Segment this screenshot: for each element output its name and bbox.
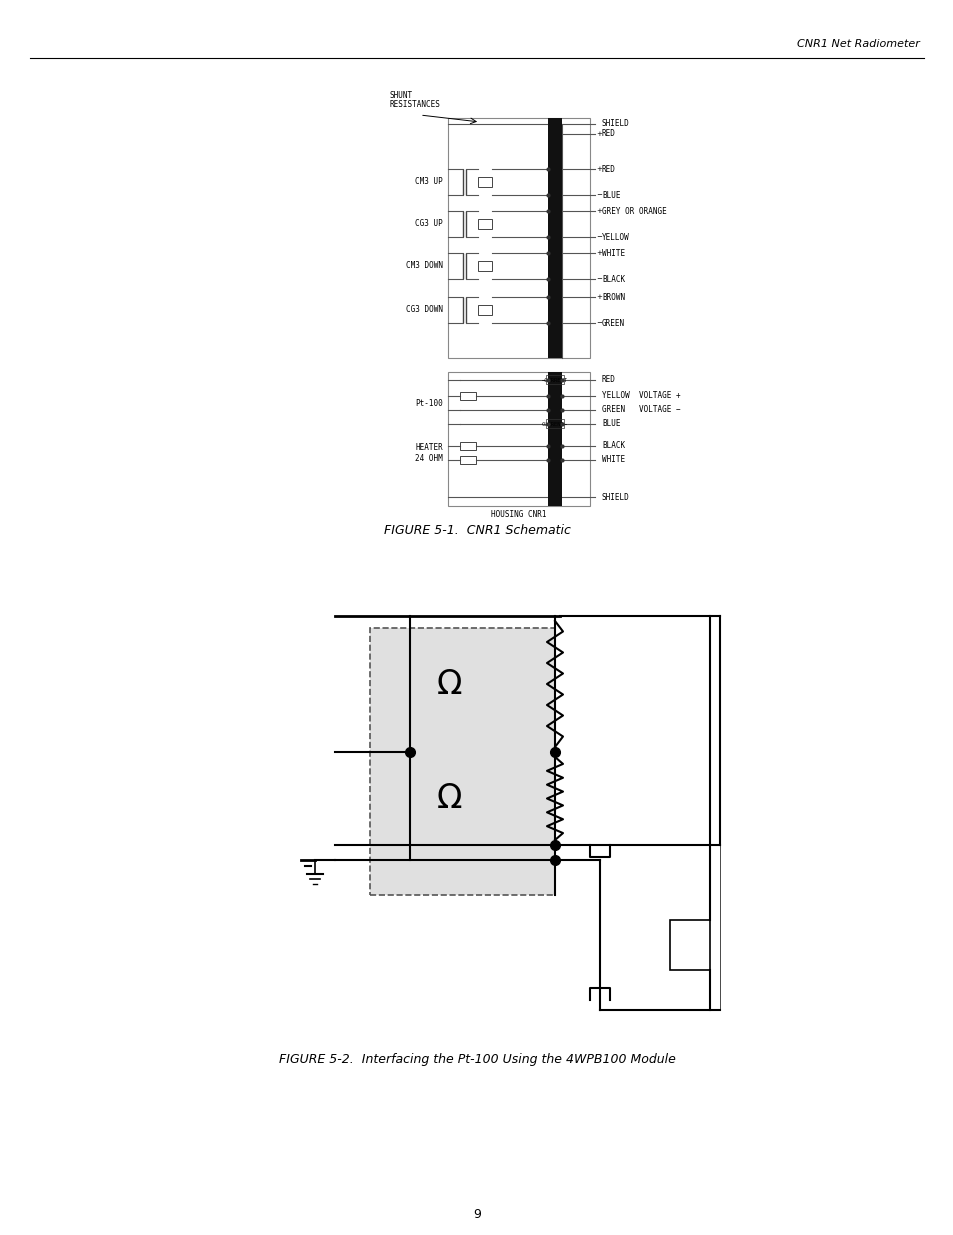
Text: GREY OR ORANGE: GREY OR ORANGE bbox=[601, 206, 666, 215]
Text: RED: RED bbox=[601, 164, 616, 173]
Bar bbox=[477, 261, 492, 270]
Text: FIGURE 5-1.  CNR1 Schematic: FIGURE 5-1. CNR1 Schematic bbox=[383, 524, 570, 536]
Text: Ω: Ω bbox=[436, 667, 462, 700]
Text: FIGURE 5-2.  Interfacing the Pt-100 Using the 4WPB100 Module: FIGURE 5-2. Interfacing the Pt-100 Using… bbox=[278, 1053, 675, 1067]
Bar bbox=[459, 391, 476, 400]
Text: +: + bbox=[596, 165, 601, 172]
Text: CNR1 Net Radiometer: CNR1 Net Radiometer bbox=[797, 40, 919, 49]
Text: −: − bbox=[596, 233, 601, 240]
Text: →CURRENT: →CURRENT bbox=[541, 378, 567, 383]
Bar bbox=[370, 629, 555, 895]
Text: +: + bbox=[596, 207, 601, 214]
Text: SHIELD: SHIELD bbox=[601, 493, 629, 501]
Text: Ω: Ω bbox=[436, 782, 462, 815]
Text: HOUSING CNR1: HOUSING CNR1 bbox=[491, 510, 546, 519]
Bar bbox=[477, 219, 492, 228]
Bar bbox=[448, 372, 589, 506]
Text: CG3 UP: CG3 UP bbox=[415, 220, 442, 228]
Bar bbox=[459, 442, 476, 450]
Text: RED: RED bbox=[601, 130, 616, 138]
Text: WHITE: WHITE bbox=[601, 456, 624, 464]
Text: BLACK: BLACK bbox=[601, 441, 624, 451]
Text: −: − bbox=[596, 275, 601, 282]
Bar bbox=[547, 372, 561, 506]
Text: CM3 UP: CM3 UP bbox=[415, 178, 442, 186]
Text: BLUE: BLUE bbox=[601, 190, 619, 200]
Bar bbox=[370, 629, 555, 895]
Bar bbox=[459, 456, 476, 464]
Bar bbox=[547, 119, 561, 358]
Text: GREEN   VOLTAGE −: GREEN VOLTAGE − bbox=[601, 405, 679, 415]
Bar bbox=[545, 419, 563, 429]
Text: BROWN: BROWN bbox=[601, 293, 624, 301]
Text: HEATER
24 OHM: HEATER 24 OHM bbox=[415, 443, 442, 463]
Text: SHUNT: SHUNT bbox=[390, 91, 413, 100]
Bar bbox=[545, 375, 563, 384]
Bar bbox=[477, 305, 492, 315]
Text: YELLOW: YELLOW bbox=[601, 232, 629, 242]
Text: Pt-100: Pt-100 bbox=[415, 399, 442, 408]
Text: RED: RED bbox=[601, 375, 616, 384]
Text: WHITE: WHITE bbox=[601, 248, 624, 258]
Text: −: − bbox=[596, 320, 601, 326]
Text: CM3 DOWN: CM3 DOWN bbox=[406, 262, 442, 270]
Text: RESISTANCES: RESISTANCES bbox=[390, 100, 440, 109]
Text: YELLOW  VOLTAGE +: YELLOW VOLTAGE + bbox=[601, 391, 679, 400]
Text: GREEN: GREEN bbox=[601, 319, 624, 327]
Text: BLUE: BLUE bbox=[601, 420, 619, 429]
Text: +: + bbox=[596, 249, 601, 256]
Bar bbox=[669, 920, 709, 969]
Text: SHIELD: SHIELD bbox=[601, 120, 629, 128]
Text: BLACK: BLACK bbox=[601, 274, 624, 284]
Text: +: + bbox=[596, 294, 601, 300]
Bar bbox=[448, 119, 589, 358]
Text: −: − bbox=[596, 191, 601, 198]
Text: 9: 9 bbox=[473, 1209, 480, 1221]
Text: CG3 DOWN: CG3 DOWN bbox=[406, 305, 442, 315]
Text: CURRENT←: CURRENT← bbox=[541, 421, 567, 426]
Bar bbox=[477, 177, 492, 186]
Text: +: + bbox=[596, 131, 601, 137]
